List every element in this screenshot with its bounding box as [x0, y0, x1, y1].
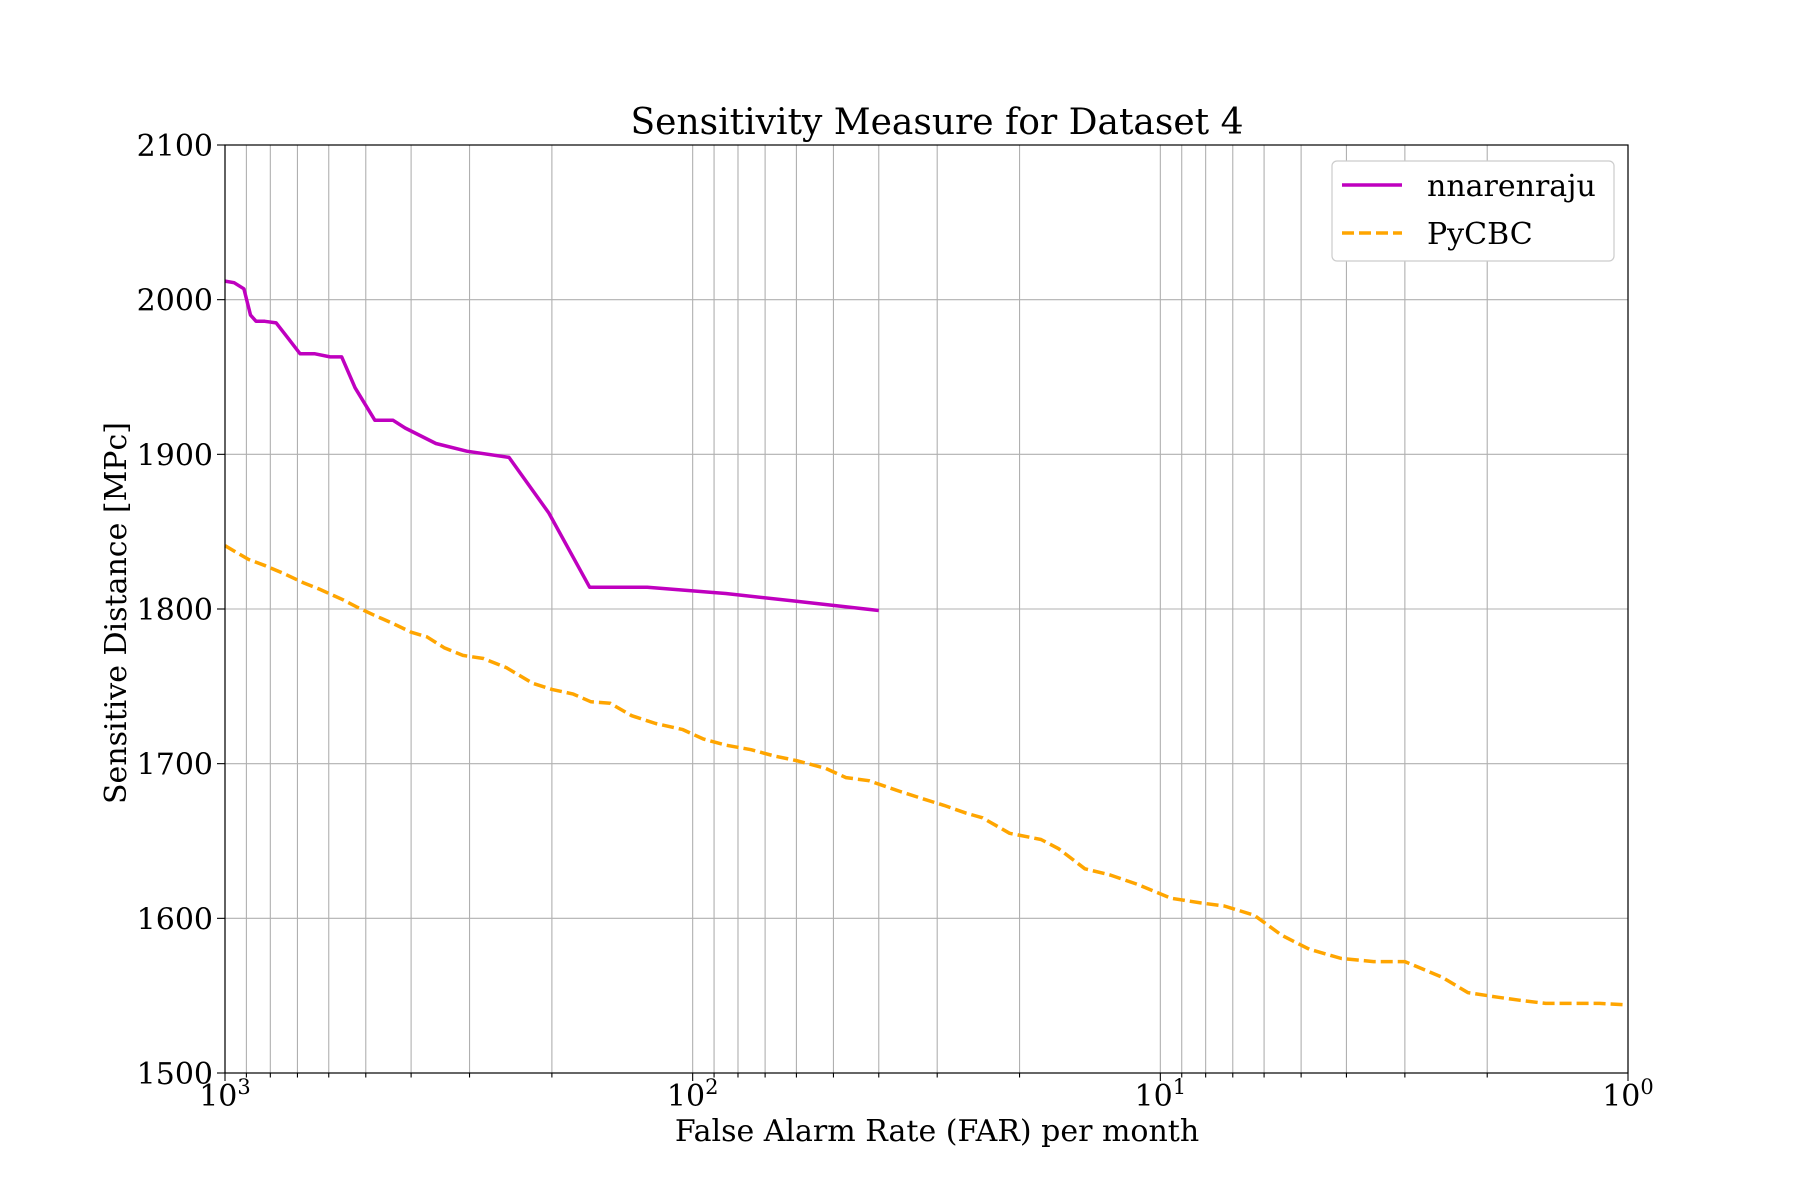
grid-lines [224, 144, 1629, 1074]
y-tick-label: 1500 [137, 1057, 213, 1092]
legend-label-nnarenraju: nnarenraju [1427, 169, 1596, 204]
x-tick-label: 100 [1602, 1075, 1654, 1114]
x-tick-label: 103 [199, 1075, 251, 1114]
x-tick-label: 102 [667, 1075, 719, 1114]
chart-title: Sensitivity Measure for Dataset 4 [631, 102, 1244, 143]
y-tick-label: 1600 [137, 902, 213, 937]
legend-box [1331, 160, 1615, 262]
series-line-nnarenraju [224, 279, 879, 613]
y-tick-label: 2000 [137, 284, 213, 319]
legend: nnarenraju PyCBC [1331, 160, 1615, 262]
y-tick-label: 1700 [137, 748, 213, 783]
legend-label-pycbc: PyCBC [1427, 217, 1533, 252]
y-tick-label: 1800 [137, 593, 213, 628]
x-axis-label: False Alarm Rate (FAR) per month [675, 1114, 1199, 1149]
series-layer [224, 279, 1629, 1007]
y-tick-label: 2100 [137, 129, 213, 164]
axis-ticks: 1500 1600 1700 1800 1900 2000 2100 103 102 101 100 [137, 129, 1654, 1114]
y-tick-label: 1900 [137, 438, 213, 473]
x-tick-label: 101 [1135, 1075, 1187, 1114]
series-line-pycbc [224, 544, 1629, 1007]
y-axis-label: Sensitive Distance [MPc] [99, 422, 134, 804]
